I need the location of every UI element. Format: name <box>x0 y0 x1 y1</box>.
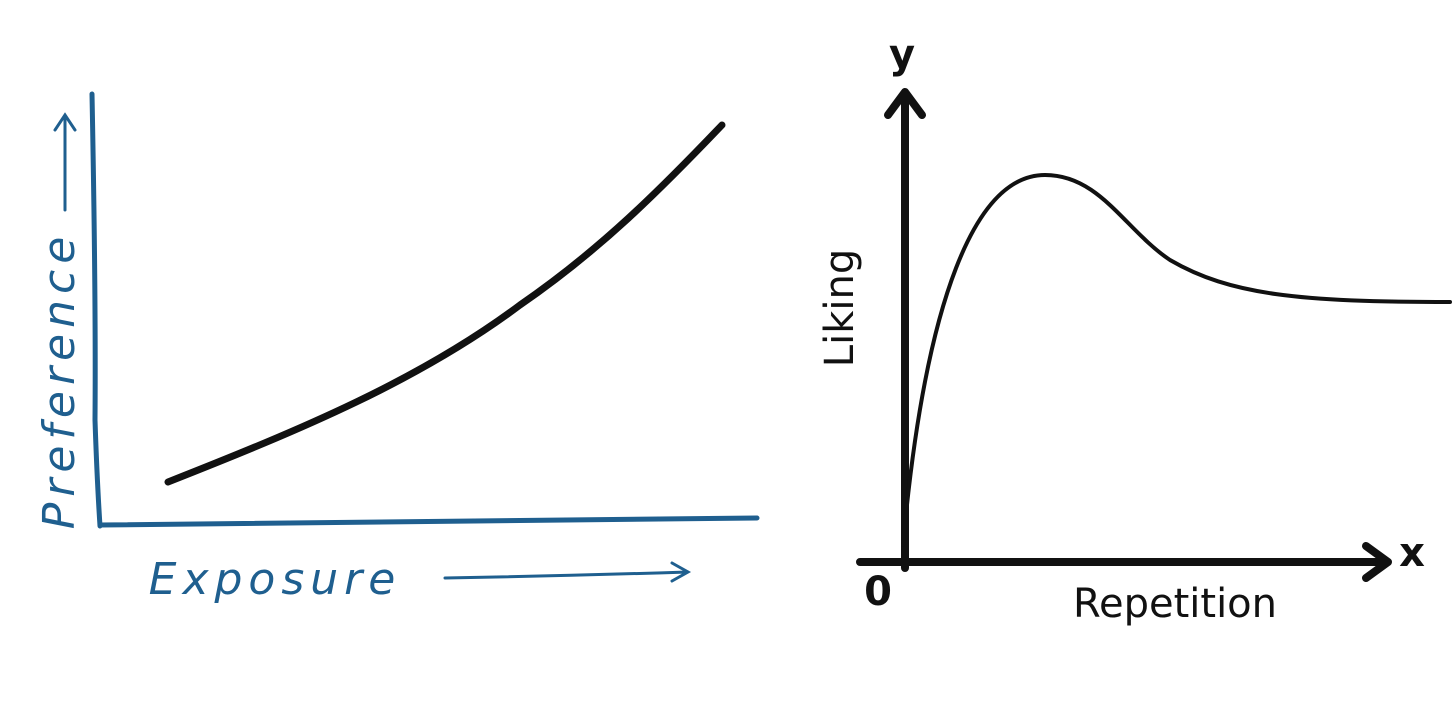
x-label: Exposure <box>149 554 402 605</box>
y-axis <box>89 91 103 529</box>
left-panel: Preference Exposure <box>34 91 760 605</box>
x-axis <box>97 515 760 528</box>
curve <box>901 172 1452 547</box>
x-arrow <box>443 561 692 583</box>
y-label: Preference <box>34 231 85 530</box>
y-label: Liking <box>817 249 863 367</box>
origin-label: 0 <box>864 569 892 615</box>
x-label: Repetition <box>1073 581 1277 627</box>
y-axis <box>884 88 926 572</box>
right-panel: y x 0 Liking Repetition <box>817 32 1452 627</box>
y-arrow <box>53 112 77 212</box>
x-axis <box>856 542 1392 582</box>
y-axis-label: y <box>889 32 915 78</box>
curve <box>164 121 726 486</box>
x-axis-label: x <box>1399 530 1425 576</box>
